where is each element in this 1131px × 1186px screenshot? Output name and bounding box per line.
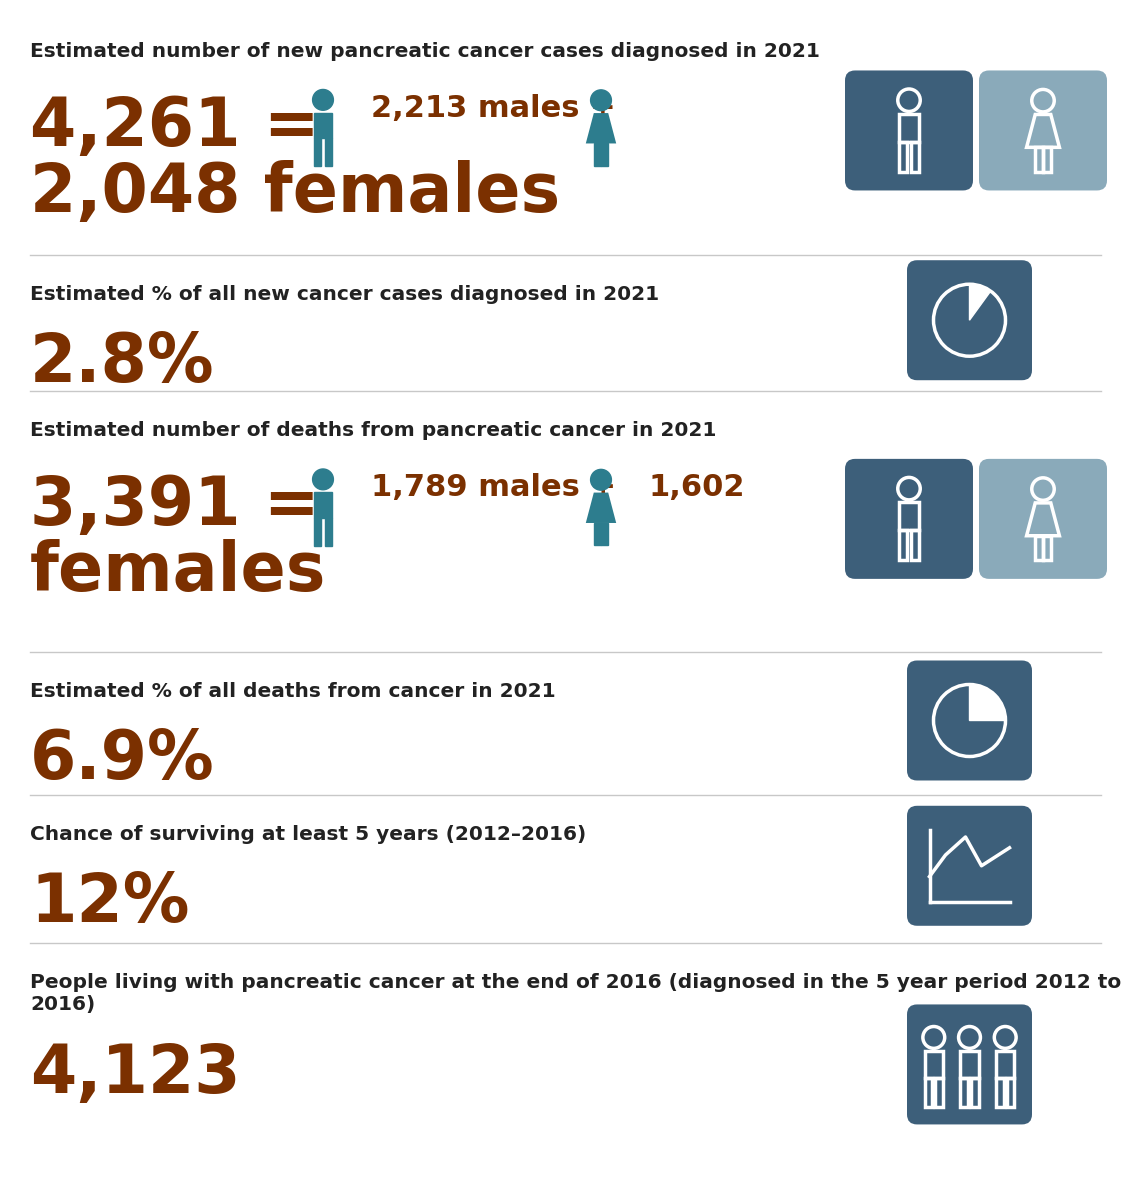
Text: 2,048 females: 2,048 females	[31, 160, 560, 225]
Bar	[960, 1051, 978, 1078]
Bar	[899, 114, 918, 141]
Circle shape	[312, 468, 334, 490]
Bar	[972, 1078, 978, 1108]
Polygon shape	[586, 492, 616, 523]
Bar	[314, 113, 331, 139]
Bar	[1043, 147, 1051, 172]
Text: 4,123: 4,123	[31, 1041, 241, 1107]
Bar	[594, 523, 601, 546]
FancyBboxPatch shape	[907, 260, 1031, 381]
Bar	[314, 518, 321, 546]
Wedge shape	[969, 684, 1005, 721]
Circle shape	[590, 90, 612, 110]
Text: 2,213 males +: 2,213 males +	[371, 94, 615, 123]
Circle shape	[312, 89, 334, 110]
Bar	[325, 139, 331, 166]
Bar	[314, 492, 331, 518]
Bar	[935, 1078, 943, 1108]
Bar	[325, 518, 331, 546]
Text: Estimated number of deaths from pancreatic cancer in 2021: Estimated number of deaths from pancreat…	[31, 421, 716, 440]
Bar	[899, 530, 907, 560]
Bar	[1035, 536, 1043, 560]
Bar	[601, 144, 608, 166]
Polygon shape	[586, 113, 616, 144]
Bar	[1035, 147, 1043, 172]
Text: 3,391 =: 3,391 =	[31, 473, 320, 540]
Wedge shape	[969, 285, 991, 320]
Circle shape	[590, 470, 612, 490]
Text: Estimated number of new pancreatic cancer cases diagnosed in 2021: Estimated number of new pancreatic cance…	[31, 42, 820, 60]
Bar	[899, 141, 907, 172]
FancyBboxPatch shape	[979, 70, 1107, 191]
Text: 1,602: 1,602	[649, 473, 745, 503]
Text: Estimated % of all deaths from cancer in 2021: Estimated % of all deaths from cancer in…	[31, 682, 555, 701]
Text: Estimated % of all new cancer cases diagnosed in 2021: Estimated % of all new cancer cases diag…	[31, 285, 659, 304]
FancyBboxPatch shape	[907, 661, 1031, 780]
Bar	[601, 523, 608, 546]
FancyBboxPatch shape	[907, 1005, 1031, 1124]
FancyBboxPatch shape	[845, 459, 973, 579]
Bar	[899, 503, 918, 530]
Bar	[314, 139, 321, 166]
Text: Chance of surviving at least 5 years (2012–2016): Chance of surviving at least 5 years (20…	[31, 824, 586, 843]
Bar	[996, 1078, 1003, 1108]
Text: 1,789 males +: 1,789 males +	[371, 473, 616, 503]
FancyBboxPatch shape	[979, 459, 1107, 579]
Text: 12%: 12%	[31, 869, 190, 936]
FancyBboxPatch shape	[845, 70, 973, 191]
Bar	[996, 1051, 1015, 1078]
FancyBboxPatch shape	[907, 805, 1031, 926]
Text: 4,261 =: 4,261 =	[31, 94, 320, 160]
Text: females: females	[31, 540, 327, 605]
Bar	[910, 530, 918, 560]
Bar	[1007, 1078, 1015, 1108]
Bar	[594, 144, 601, 166]
Bar	[960, 1078, 968, 1108]
Text: 2.8%: 2.8%	[31, 330, 215, 396]
Text: People living with pancreatic cancer at the end of 2016 (diagnosed in the 5 year: People living with pancreatic cancer at …	[31, 973, 1121, 1014]
Bar	[1043, 536, 1051, 560]
Bar	[910, 141, 918, 172]
Bar	[924, 1051, 943, 1078]
Bar	[924, 1078, 932, 1108]
Text: 6.9%: 6.9%	[31, 727, 215, 793]
